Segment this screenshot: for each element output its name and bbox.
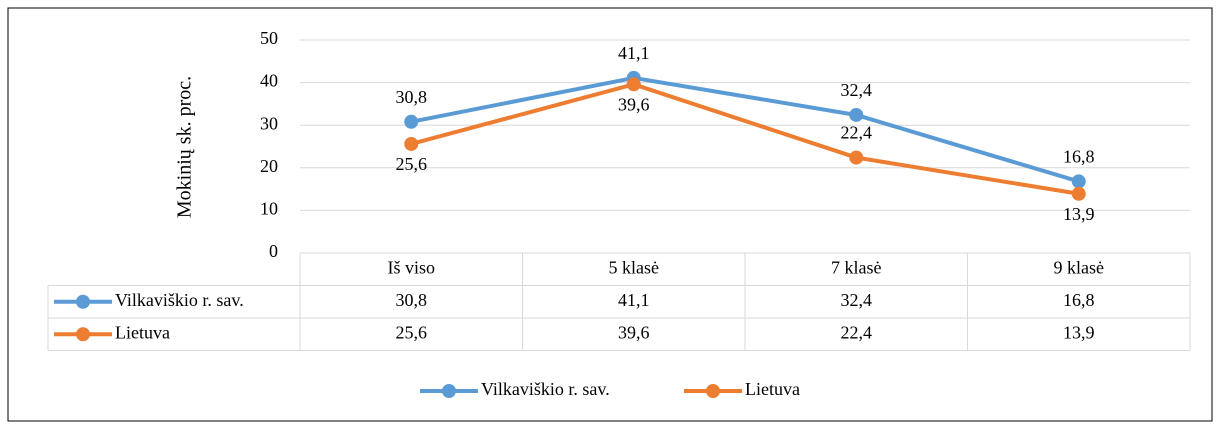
data-point: [404, 136, 419, 151]
y-tick-label: 0: [269, 241, 278, 261]
data-label: 39,6: [618, 94, 650, 114]
legend-label: Lietuva: [745, 379, 800, 399]
table-cell: 39,6: [618, 322, 650, 342]
series-line: [410, 75, 1080, 184]
table-cell: 16,8: [1063, 290, 1095, 310]
x-tick-label: 9 klasė: [1054, 257, 1104, 277]
data-label: 13,9: [1063, 204, 1095, 224]
x-tick-label: 5 klasė: [609, 257, 659, 277]
y-tick-label: 10: [260, 199, 278, 219]
legend-key-marker: [76, 294, 90, 309]
legend-label: Lietuva: [115, 322, 170, 342]
legend-key-marker: [706, 384, 720, 398]
legend-key-marker: [442, 384, 456, 398]
table-cell: 41,1: [618, 290, 650, 310]
data-label: 16,8: [1063, 147, 1095, 167]
data-label: 32,4: [841, 80, 873, 100]
legend-label: Vilkaviškio r. sav.: [481, 379, 610, 399]
series-line: [410, 82, 1080, 196]
legend-key-marker: [76, 327, 90, 342]
data-point: [1071, 186, 1086, 201]
y-tick-label: 30: [260, 113, 278, 133]
y-tick-label: 40: [260, 71, 278, 91]
data-point: [626, 77, 641, 92]
chart-border: [7, 7, 1213, 422]
table-cell: 13,9: [1063, 322, 1095, 342]
y-tick-label: 20: [260, 156, 278, 176]
data-label: 41,1: [618, 43, 650, 63]
table-cell: 32,4: [841, 290, 873, 310]
y-axis-title: Mokinių sk. proc.: [174, 76, 196, 218]
data-label: 30,8: [396, 87, 428, 107]
data-point: [849, 107, 864, 122]
data-point: [404, 114, 419, 129]
x-tick-label: Iš viso: [387, 257, 435, 277]
table-cell: 25,6: [396, 322, 428, 342]
data-point: [849, 150, 864, 165]
data-label: 22,4: [841, 123, 873, 143]
legend-label: Vilkaviškio r. sav.: [115, 290, 244, 310]
y-tick-label: 50: [260, 28, 278, 48]
table-cell: 22,4: [841, 322, 873, 342]
table-cell: 30,8: [396, 290, 428, 310]
data-point: [1071, 174, 1086, 189]
x-tick-label: 7 klasė: [831, 257, 881, 277]
data-label: 25,6: [396, 154, 428, 174]
